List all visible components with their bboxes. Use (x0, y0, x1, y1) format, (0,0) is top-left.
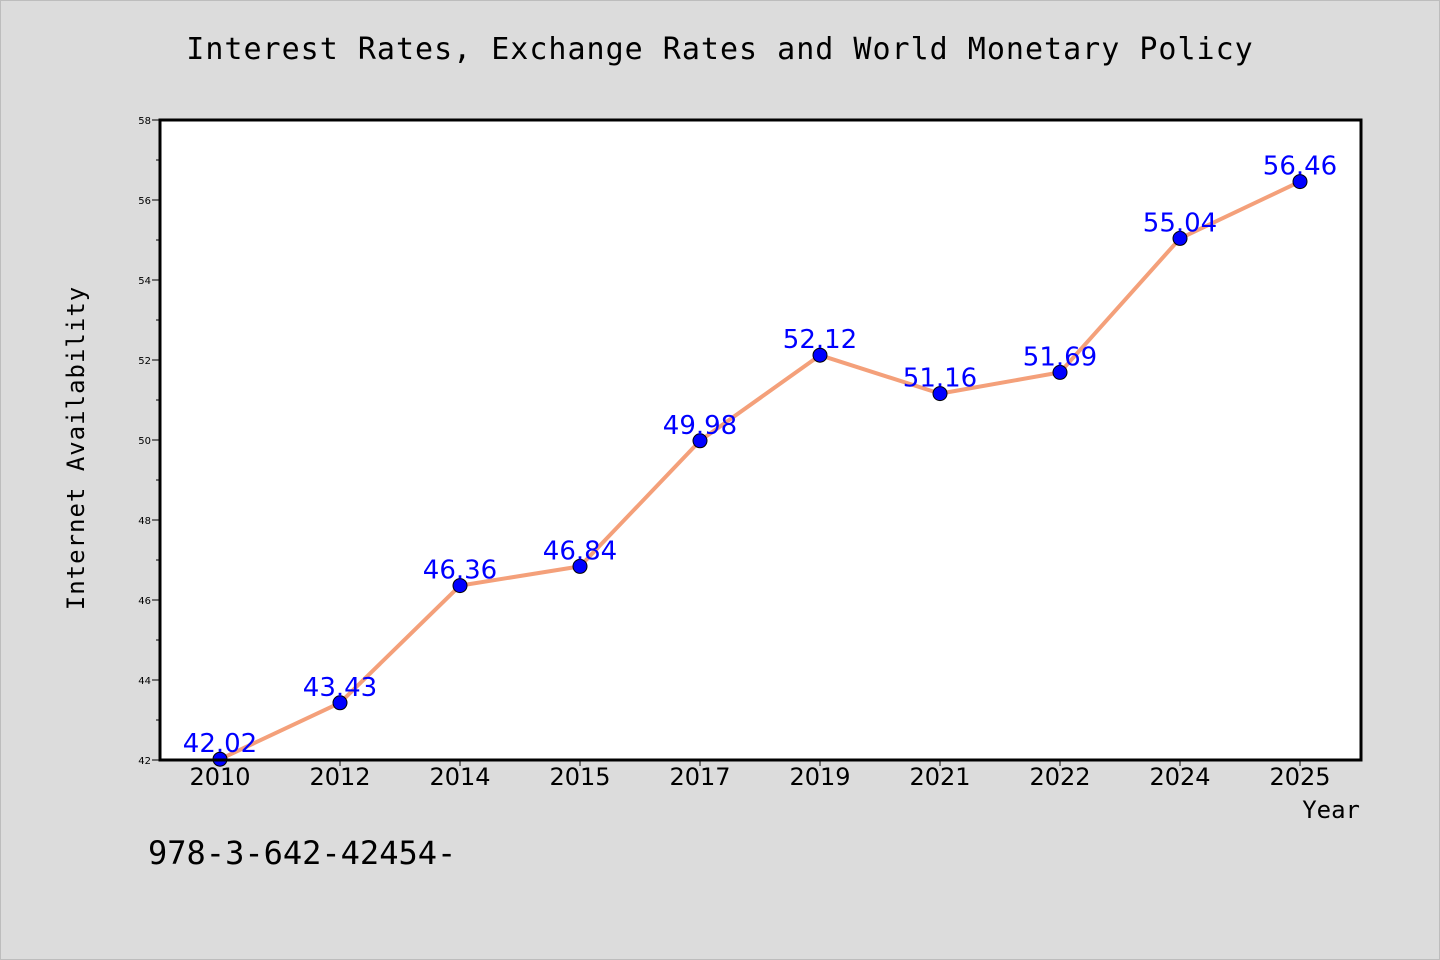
data-label: 55.04 (1143, 208, 1217, 238)
y-tick-label: 52 (138, 356, 151, 367)
data-label: 46.84 (543, 536, 617, 566)
chart-title: Interest Rates, Exchange Rates and World… (186, 32, 1254, 67)
x-tick-label: 2017 (669, 763, 730, 791)
x-tick-label: 2019 (789, 763, 850, 791)
x-tick-label: 2015 (549, 763, 610, 791)
data-label: 46.36 (423, 556, 497, 586)
y-tick-label: 46 (138, 596, 151, 607)
y-tick-label: 54 (138, 276, 151, 287)
data-point (812, 347, 828, 363)
y-tick-label: 58 (138, 116, 151, 127)
y-axis-ticks: 42 44 46 48 50 52 54 56 58 (138, 116, 160, 767)
x-tick-label: 2024 (1149, 763, 1210, 791)
data-point (1292, 174, 1308, 190)
x-tick-label: 2012 (309, 763, 370, 791)
x-tick-label: 2025 (1269, 763, 1330, 791)
data-label: 51.69 (1023, 342, 1097, 372)
series-line (219, 179, 1301, 762)
data-point (332, 695, 348, 711)
data-label: 52.12 (783, 325, 857, 355)
data-label: 42.02 (183, 729, 257, 759)
isbn-footnote: 978-3-642-42454- (148, 834, 457, 872)
data-point (1172, 230, 1188, 246)
data-label: 49.98 (663, 411, 737, 441)
data-point (452, 578, 468, 594)
x-axis-ticks: 2010 2012 2014 2015 2017 2019 2021 2022 2024 2025 (189, 760, 1331, 791)
plot-border (158, 118, 1363, 762)
y-tick-label: 44 (138, 676, 151, 687)
y-tick-label: 48 (138, 516, 151, 527)
x-tick-label: 2010 (189, 763, 250, 791)
data-label: 51.16 (903, 364, 977, 394)
x-tick-label: 2021 (909, 763, 970, 791)
data-label: 43.43 (303, 673, 377, 703)
y-tick-label: 50 (138, 436, 151, 447)
x-tick-label: 2014 (429, 763, 490, 791)
data-point (692, 433, 708, 449)
series-layer (212, 174, 1308, 767)
data-point (572, 558, 588, 574)
data-labels: 42.02 43.43 46.36 46.84 49.98 52.12 51.16 51.69… (183, 152, 1337, 760)
data-point (932, 386, 948, 402)
y-tick-label: 56 (138, 196, 151, 207)
x-axis-label: Year (1302, 796, 1360, 824)
x-tick-label: 2022 (1029, 763, 1090, 791)
y-tick-label: 42 (138, 756, 151, 767)
data-label: 56.46 (1263, 152, 1337, 182)
data-point (1052, 364, 1068, 380)
plot-area (160, 120, 1361, 760)
